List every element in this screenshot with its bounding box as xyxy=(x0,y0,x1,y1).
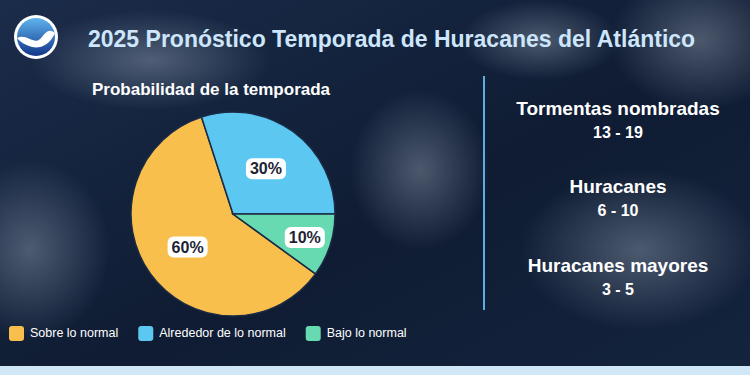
logo-bird xyxy=(17,31,55,48)
legend-item: Bajo lo normal xyxy=(306,326,407,341)
data-label-box xyxy=(246,158,286,179)
legend-swatch xyxy=(138,326,153,341)
annotation-label: Huracanes xyxy=(569,176,666,197)
data-label-text: 60% xyxy=(172,239,204,256)
legend-item: Alrededor de lo normal xyxy=(138,326,285,341)
legend: Sobre lo normal Alrededor de lo normal Baj… xyxy=(9,326,407,341)
data-label: 30% xyxy=(246,158,286,179)
pie-slice xyxy=(201,112,335,214)
cloud xyxy=(350,90,490,250)
annotation-label: Huracanes mayores xyxy=(528,255,709,276)
legend-swatch xyxy=(306,326,321,341)
data-label-box xyxy=(285,227,325,248)
data-label: 60% xyxy=(168,237,208,258)
legend-label: Sobre lo normal xyxy=(30,326,118,340)
legend-label: Bajo lo normal xyxy=(327,326,407,340)
cloud xyxy=(0,160,110,340)
pie xyxy=(131,112,335,316)
logo-ring xyxy=(14,15,58,59)
cloud xyxy=(520,170,750,330)
data-label-text: 30% xyxy=(250,160,282,177)
logo xyxy=(14,15,58,59)
pie-slice xyxy=(233,214,335,274)
bottom-strip xyxy=(0,366,750,375)
annotations: Tormentas nombradas 13 - 19 Huracanes 6 - 1… xyxy=(516,98,719,298)
annotation-value: 13 - 19 xyxy=(593,124,643,141)
subtitle: Probabilidad de la temporada xyxy=(92,80,331,99)
legend-swatch xyxy=(9,326,24,341)
annotation-value: 6 - 10 xyxy=(598,202,639,219)
data-labels: 60% 30% 10% xyxy=(168,158,325,257)
annotation: Huracanes mayores 3 - 5 xyxy=(528,255,709,298)
logo-disc xyxy=(17,18,55,56)
title: 2025 Pronóstico Temporada de Huracanes d… xyxy=(88,26,695,52)
legend-item: Sobre lo normal xyxy=(9,326,118,341)
annotation-label: Tormentas nombradas xyxy=(516,98,719,119)
cloud xyxy=(610,0,750,110)
annotation: Huracanes 6 - 10 xyxy=(569,176,666,219)
background-clouds xyxy=(0,0,750,340)
legend-label: Alrededor de lo normal xyxy=(159,326,285,340)
annotation: Tormentas nombradas 13 - 19 xyxy=(516,98,719,141)
data-label: 10% xyxy=(285,227,325,248)
divider xyxy=(483,76,485,310)
chart-root: 2025 Pronóstico Temporada de Huracanes d… xyxy=(0,0,750,375)
data-label-text: 10% xyxy=(289,229,321,246)
annotation-value: 3 - 5 xyxy=(602,281,634,298)
data-label-box xyxy=(168,237,208,258)
